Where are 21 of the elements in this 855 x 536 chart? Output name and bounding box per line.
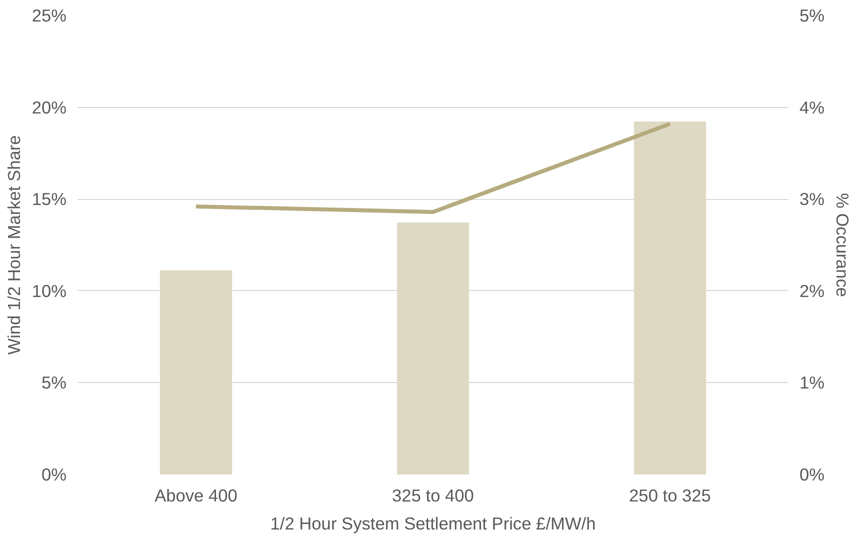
y-tick-label: 10% [32, 280, 67, 301]
bar [396, 222, 470, 474]
x-tick-label: 325 to 400 [392, 486, 474, 506]
bar [160, 270, 232, 474]
x-tick-label: Above 400 [154, 486, 238, 506]
y2-tick-label: 3% [800, 189, 825, 210]
y2-axis-title: % Occurance [832, 192, 853, 298]
y-tick-label: 5% [41, 372, 66, 393]
y-axis-title: Wind 1/2 Hour Market Share [4, 135, 24, 355]
y2-tick-label: 2% [800, 280, 825, 301]
bar [634, 121, 706, 474]
y-tick-label: 20% [32, 97, 67, 118]
y2-tick-label: 1% [800, 372, 825, 393]
y2-tick-label: 4% [800, 97, 825, 118]
y-tick-label: 15% [32, 189, 67, 210]
y2-tick-label: 5% [800, 6, 825, 26]
x-axis-title: 1/2 Hour System Settlement Price £/MW/h [270, 514, 596, 534]
y2-tick-label: 0% [800, 464, 825, 484]
y-tick-label: 0% [41, 464, 66, 484]
x-tick-label: 250 to 325 [629, 486, 711, 506]
y-tick-label: 25% [32, 6, 67, 26]
